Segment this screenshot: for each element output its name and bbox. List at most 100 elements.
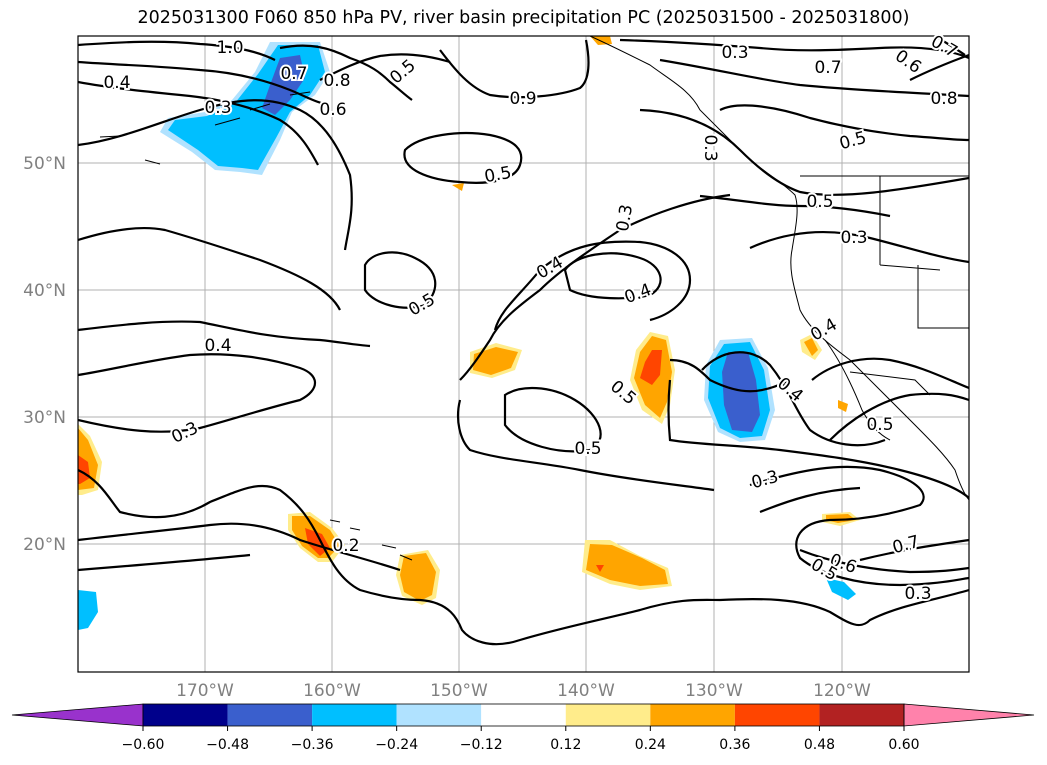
lon-label-160w: 160°W	[303, 681, 361, 701]
contour-label: 0.8	[930, 89, 957, 109]
lat-label-30n: 30°N	[23, 408, 66, 428]
map-title: 2025031300 F060 850 hPa PV, river basin …	[137, 8, 910, 28]
colorbar-ticks: −0.60 −0.48 −0.36 −0.24 −0.12 0.12 0.24 0.36 0.4…	[122, 726, 920, 753]
shade-west-red	[78, 455, 90, 484]
contour-12	[493, 240, 692, 331]
longitude-labels: 170°W 160°W 150°W 140°W 130°W 120°W	[176, 681, 871, 701]
contour-3	[78, 80, 319, 166]
contour-1	[78, 40, 276, 61]
colorbar-extend-max	[903, 703, 1035, 727]
contour-9	[78, 522, 401, 572]
contour-label: 0.3	[721, 43, 748, 63]
contour-17	[749, 465, 969, 587]
contour-label: 0.2	[332, 536, 359, 556]
pv-contours	[78, 36, 969, 646]
colorbar-cells	[11, 703, 1035, 727]
lat-label-50n: 50°N	[23, 154, 66, 174]
colorbar-frame	[142, 703, 905, 727]
shade-west-blue	[78, 590, 98, 630]
contour-top-c	[439, 39, 590, 99]
lat-label-20n: 20°N	[23, 535, 66, 555]
shade-s-hawaii-orange	[400, 553, 436, 601]
colorbar-tick-label: −0.24	[375, 737, 418, 753]
contour-label: 1.0	[216, 38, 243, 58]
colorbar-cell	[819, 704, 904, 726]
contour-2	[78, 60, 326, 106]
contour-top-a	[279, 44, 413, 101]
contour-18	[811, 357, 969, 390]
lon-label-140w: 140°W	[557, 681, 615, 701]
contour-11	[459, 193, 731, 381]
colorbar-tick-label: 0.12	[550, 737, 581, 753]
contour-top-b	[319, 53, 451, 81]
contour-label: 0.3	[204, 98, 231, 118]
contour-24	[934, 36, 966, 56]
latitude-labels: 50°N 40°N 30°N 20°N	[23, 154, 66, 555]
contour-22	[759, 486, 861, 514]
map-frame	[77, 35, 970, 673]
contour-19	[829, 392, 969, 441]
contour-16	[701, 351, 886, 447]
colorbar-cell	[565, 704, 651, 726]
precip-shading	[78, 36, 860, 630]
colorbar-tick-label: 0.60	[888, 737, 919, 753]
contour-label: 0.9	[509, 89, 536, 109]
shade-135w-red	[640, 350, 662, 385]
colorbar-cell	[143, 704, 228, 726]
colorbar-cell	[396, 704, 482, 726]
colorbar-tick-label: 0.48	[804, 737, 835, 753]
contour-label: 0.7	[814, 58, 841, 78]
contour-ne-5	[749, 230, 969, 264]
contour-23	[909, 53, 969, 81]
lon-label-150w: 150°W	[430, 681, 488, 701]
shade-south-blue	[826, 578, 856, 600]
contour-10	[78, 553, 251, 572]
contour-closed-4	[503, 386, 602, 453]
colorbar-tick-label: −0.36	[291, 737, 334, 753]
colorbar: −0.60 −0.48 −0.36 −0.24 −0.12 0.12 0.24 0.36 0.4…	[11, 703, 1035, 753]
border-us-mexico	[849, 371, 931, 396]
colorbar-cell	[312, 704, 397, 726]
colorbar-tick-label: −0.12	[460, 737, 503, 753]
shade-baja-orange	[804, 338, 818, 356]
contour-4	[78, 99, 353, 251]
contour-21	[799, 548, 969, 574]
contour-label: 0.8	[323, 71, 350, 91]
contour-5	[78, 226, 341, 311]
contour-label: 0.4	[204, 336, 231, 356]
shade-140w-red	[596, 565, 604, 572]
shade-140w-orange	[586, 544, 668, 586]
contour-label: 0.3	[840, 228, 867, 248]
lon-label-120w: 120°W	[813, 681, 871, 701]
contour-15	[667, 379, 969, 499]
colorbar-cell	[227, 704, 313, 726]
coast-alaska	[589, 36, 969, 501]
contour-8	[78, 468, 969, 646]
colorbar-cell	[650, 704, 735, 726]
contour-label: 0.5	[866, 415, 893, 435]
border-states	[879, 176, 969, 329]
shade-128w-dark	[722, 352, 760, 432]
contour-ne-3	[719, 104, 969, 142]
contour-label: 0.4	[103, 73, 130, 93]
coastlines	[99, 36, 969, 561]
lon-label-170w: 170°W	[176, 681, 234, 701]
contour-ne-2	[659, 58, 969, 98]
contour-14	[669, 358, 791, 393]
shade-aleutian-dark	[262, 55, 305, 115]
contour-13	[456, 399, 715, 492]
contour-label: 0.5	[574, 439, 601, 459]
contour-6	[78, 320, 371, 348]
shade-baja-small	[838, 400, 848, 412]
colorbar-tick-label: −0.60	[122, 737, 165, 753]
contour-label: 0.6	[319, 100, 346, 120]
contour-label: 0.3	[700, 134, 720, 161]
colorbar-tick-label: −0.48	[206, 737, 249, 753]
colorbar-tick-label: 0.36	[719, 737, 750, 753]
contour-closed-1	[403, 132, 523, 184]
contour-ne-6	[699, 194, 891, 218]
contour-7	[78, 353, 317, 433]
contour-label: 0.3	[904, 584, 931, 604]
hawaii-islands	[329, 519, 413, 561]
